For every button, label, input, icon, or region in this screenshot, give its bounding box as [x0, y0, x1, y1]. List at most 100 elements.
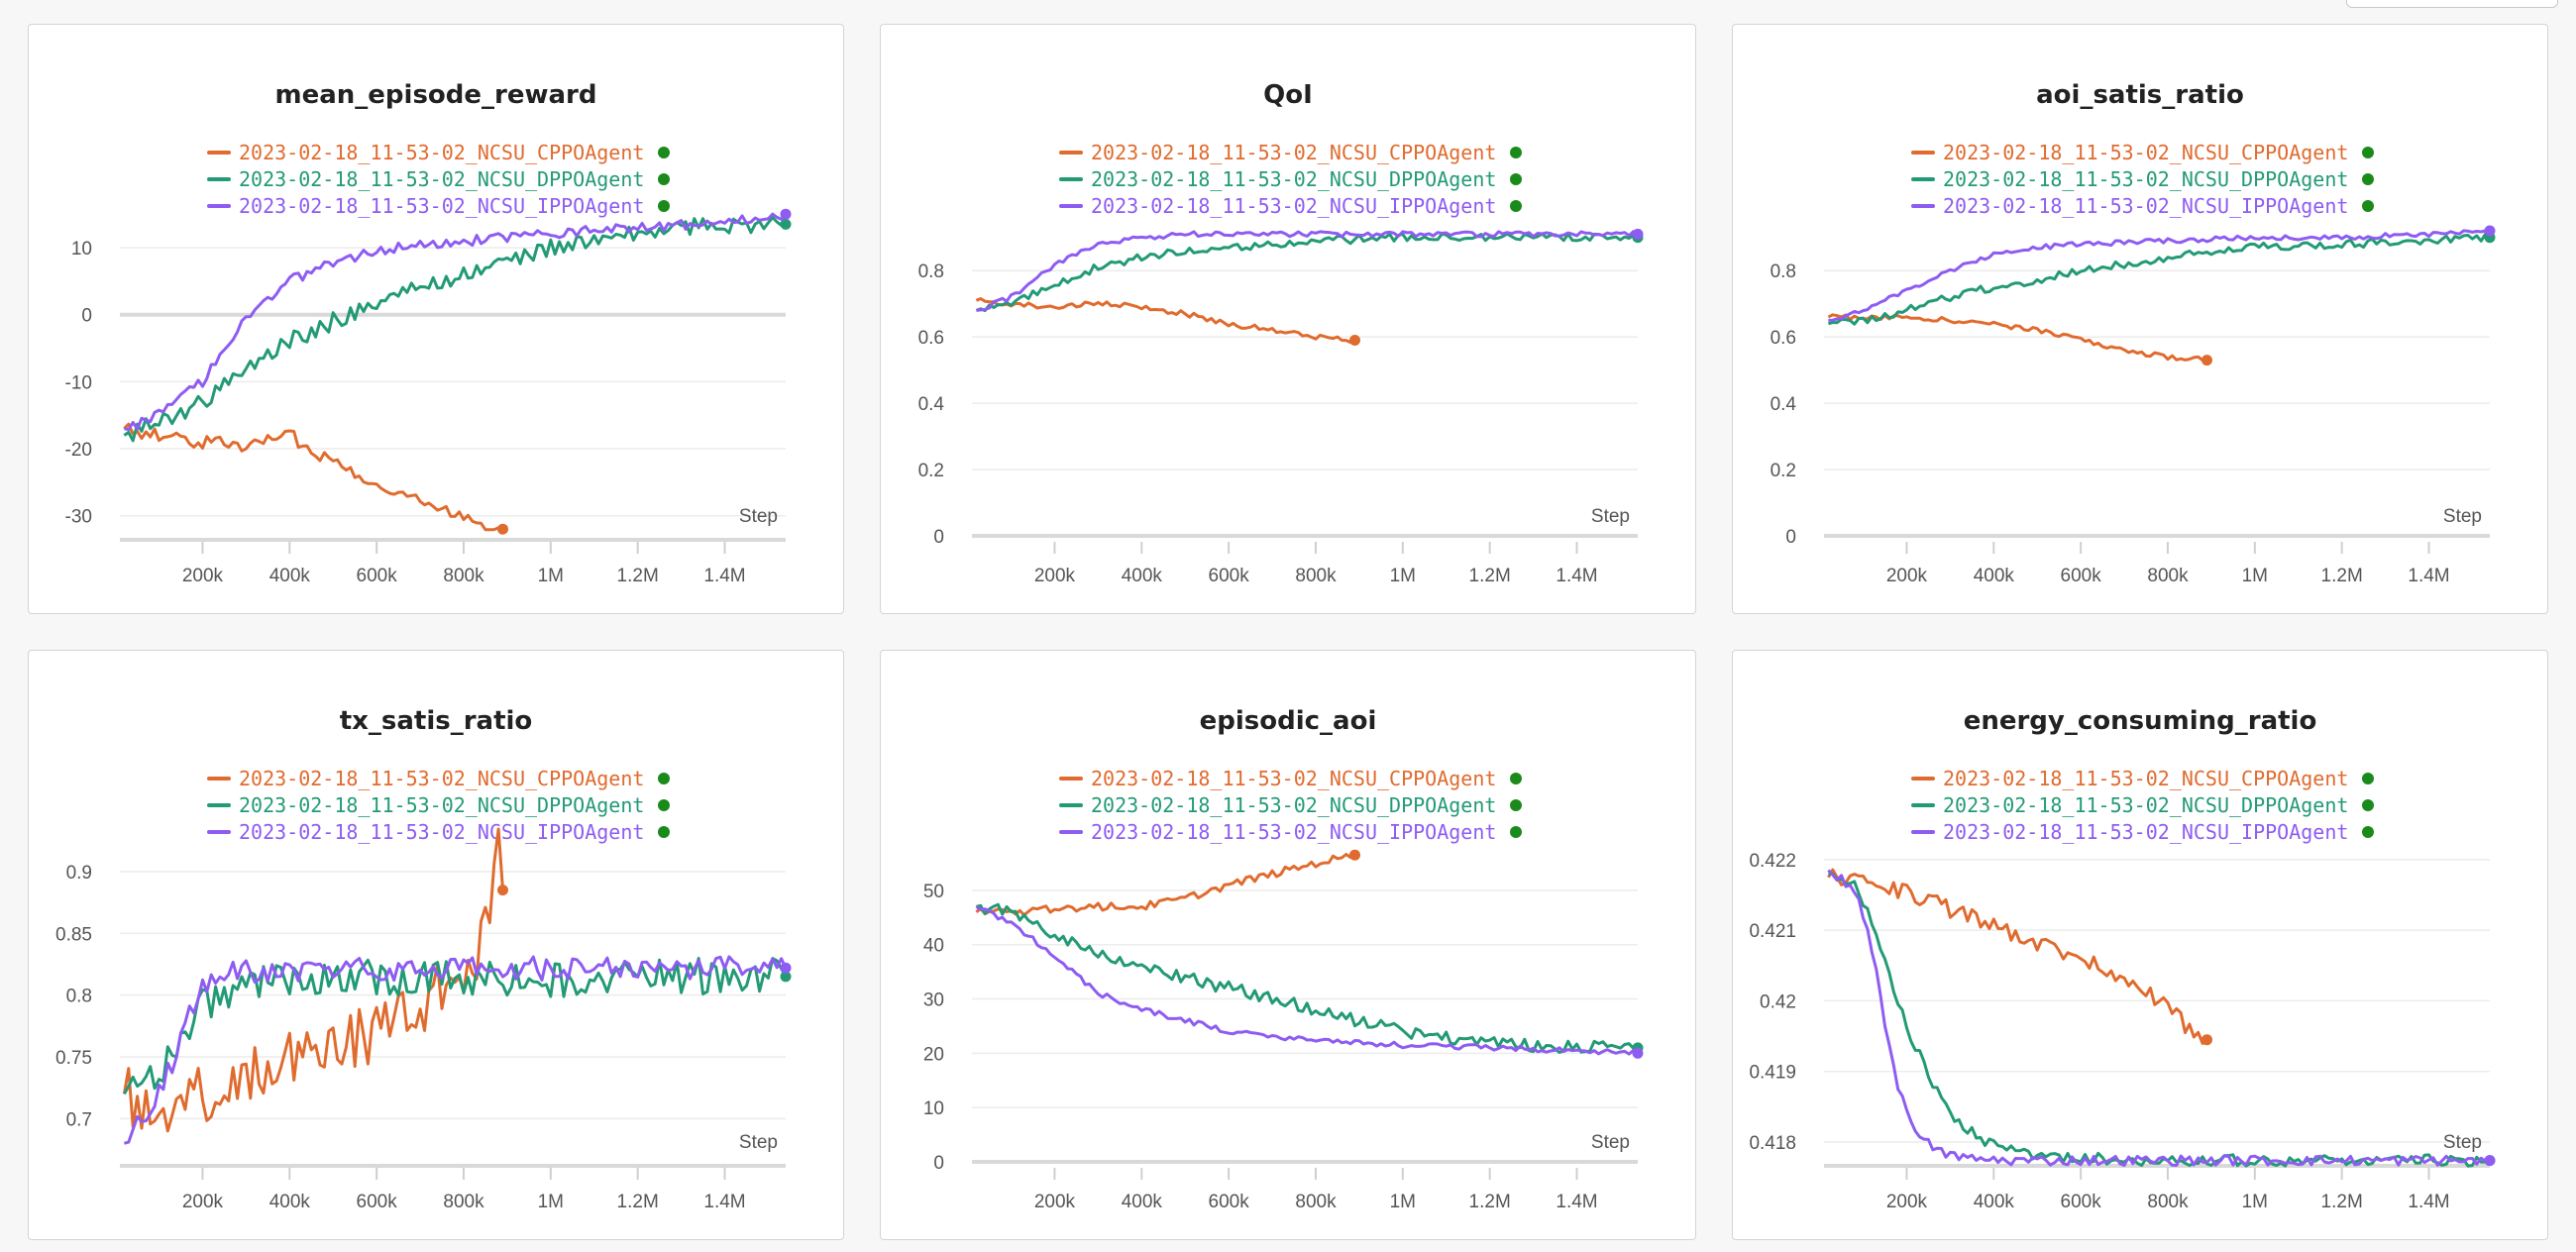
legend-item-cppo[interactable]: 2023-02-18_11-53-02_NCSU_CPPOAgent	[207, 140, 671, 165]
series-line-cppo[interactable]	[975, 853, 1356, 917]
legend-label: 2023-02-18_11-53-02_NCSU_DPPOAgent	[1091, 793, 1497, 817]
series-line-ippo[interactable]	[124, 212, 788, 432]
run-selector-dropdown[interactable]	[2346, 0, 2558, 8]
chart-plot-area: 0.7 0.75 0.8 0.85 0.9 200k 400k 600k 800k 1M 1.2M 1…	[55, 827, 792, 1212]
legend-label: 2023-02-18_11-53-02_NCSU_DPPOAgent	[1943, 793, 2349, 817]
legend-label: 2023-02-18_11-53-02_NCSU_IPPOAgent	[1943, 194, 2349, 218]
x-tick-label: 400k	[1122, 1192, 1163, 1212]
y-tick-label: 0.8	[918, 261, 944, 282]
legend-line-swatch	[207, 803, 231, 807]
series-line-cppo[interactable]	[975, 297, 1356, 345]
legend-item-dppo[interactable]: 2023-02-18_11-53-02_NCSU_DPPOAgent	[1059, 792, 1523, 818]
legend-item-ippo[interactable]: 2023-02-18_11-53-02_NCSU_IPPOAgent	[207, 819, 671, 845]
y-tick-label: 30	[923, 991, 944, 1011]
series-line-dppo[interactable]	[976, 902, 1639, 1054]
series-line-dppo[interactable]	[123, 957, 788, 1096]
legend-item-ippo[interactable]: 2023-02-18_11-53-02_NCSU_IPPOAgent	[1911, 193, 2375, 219]
legend-line-swatch	[1911, 151, 1935, 155]
series-endpoint-ippo	[780, 208, 792, 220]
series-line-dppo[interactable]	[975, 232, 1639, 313]
x-tick-label: 800k	[2147, 1192, 2189, 1212]
x-tick-label: 600k	[357, 566, 398, 586]
legend-line-swatch	[1059, 204, 1083, 208]
legend-label: 2023-02-18_11-53-02_NCSU_DPPOAgent	[239, 793, 645, 817]
chart-panel-mean-episode-reward[interactable]: mean_episode_reward 2023-02-18_11-53-02_N…	[28, 24, 844, 614]
legend-label: 2023-02-18_11-53-02_NCSU_IPPOAgent	[1091, 194, 1497, 218]
legend-item-dppo[interactable]: 2023-02-18_11-53-02_NCSU_DPPOAgent	[1911, 166, 2375, 192]
y-tick-label: 10	[923, 1098, 944, 1119]
chart-plot-area: -30 -20 -10 0 10 200k 400k 600k 800k 1M 1.2M 1.4M St…	[65, 208, 792, 586]
series-endpoint-ippo	[2484, 225, 2496, 237]
series-endpoint-dppo	[780, 971, 792, 983]
x-tick-label: 1M	[2242, 1192, 2268, 1212]
legend-label: 2023-02-18_11-53-02_NCSU_IPPOAgent	[239, 820, 645, 844]
x-tick-label: 800k	[443, 566, 484, 586]
x-tick-label: 1M	[2242, 566, 2268, 586]
chart-panel-aoi-satis-ratio[interactable]: aoi_satis_ratio 2023-02-18_11-53-02_NCSU_…	[1732, 24, 2548, 614]
series-line-ippo[interactable]	[976, 230, 1639, 312]
series-line-cppo[interactable]	[1827, 868, 2208, 1045]
x-tick-label: 1M	[538, 1192, 564, 1212]
legend-line-swatch	[1911, 777, 1935, 781]
legend-item-ippo[interactable]: 2023-02-18_11-53-02_NCSU_IPPOAgent	[1059, 819, 1523, 845]
legend-item-dppo[interactable]: 2023-02-18_11-53-02_NCSU_DPPOAgent	[1059, 166, 1523, 192]
series-endpoint-ippo	[1632, 1047, 1644, 1059]
legend-item-cppo[interactable]: 2023-02-18_11-53-02_NCSU_CPPOAgent	[1911, 766, 2375, 791]
series-line-ippo[interactable]	[975, 905, 1639, 1056]
series-endpoint-cppo	[2201, 355, 2212, 366]
x-tick-label: 400k	[1974, 1192, 2015, 1212]
legend-label: 2023-02-18_11-53-02_NCSU_CPPOAgent	[1091, 141, 1497, 164]
legend-item-cppo[interactable]: 2023-02-18_11-53-02_NCSU_CPPOAgent	[1911, 140, 2375, 165]
x-tick-label: 800k	[1295, 566, 1337, 586]
legend-item-ippo[interactable]: 2023-02-18_11-53-02_NCSU_IPPOAgent	[1059, 193, 1523, 219]
legend-item-dppo[interactable]: 2023-02-18_11-53-02_NCSU_DPPOAgent	[207, 792, 671, 818]
legend-label: 2023-02-18_11-53-02_NCSU_DPPOAgent	[1943, 167, 2349, 191]
series-line-dppo[interactable]	[1827, 232, 2491, 326]
y-tick-label: 0.419	[1749, 1063, 1796, 1084]
legend-item-ippo[interactable]: 2023-02-18_11-53-02_NCSU_IPPOAgent	[1911, 819, 2375, 845]
x-axis-label: Step	[739, 1132, 778, 1153]
legend-item-cppo[interactable]: 2023-02-18_11-53-02_NCSU_CPPOAgent	[1059, 140, 1523, 165]
x-axis-label: Step	[1591, 506, 1630, 527]
x-tick-label: 1M	[1390, 1192, 1416, 1212]
y-tick-label: -30	[65, 507, 92, 528]
series-line-ippo[interactable]	[124, 955, 788, 1145]
chart-panel-energy-consuming-ratio[interactable]: energy_consuming_ratio 2023-02-18_11-53-0…	[1732, 650, 2548, 1240]
legend-item-cppo[interactable]: 2023-02-18_11-53-02_NCSU_CPPOAgent	[207, 766, 671, 791]
chart-panel-episodic-aoi[interactable]: episodic_aoi 2023-02-18_11-53-02_NCSU_CPP…	[880, 650, 1696, 1240]
x-tick-label: 1.4M	[703, 1192, 745, 1212]
chart-panel-tx-satis-ratio[interactable]: tx_satis_ratio 2023-02-18_11-53-02_NCSU_C…	[28, 650, 844, 1240]
series-endpoint-cppo	[1349, 335, 1360, 346]
x-tick-label: 1.2M	[617, 1192, 659, 1212]
series-line-ippo[interactable]	[1827, 869, 2491, 1167]
series-endpoint-ippo	[1632, 228, 1644, 240]
series-line-cppo[interactable]	[123, 422, 503, 532]
y-tick-label: 0.8	[1771, 261, 1796, 282]
legend-item-cppo[interactable]: 2023-02-18_11-53-02_NCSU_CPPOAgent	[1059, 766, 1523, 791]
legend-item-ippo[interactable]: 2023-02-18_11-53-02_NCSU_IPPOAgent	[207, 193, 671, 219]
series-line-dppo[interactable]	[1828, 872, 2491, 1168]
series-line-dppo[interactable]	[123, 216, 787, 443]
live-status-dot-icon	[1510, 147, 1523, 158]
chart-title: QoI	[1263, 80, 1313, 110]
y-tick-label: 0.2	[1771, 461, 1796, 481]
legend-line-swatch	[207, 204, 231, 208]
series-line-cppo[interactable]	[122, 827, 504, 1133]
x-tick-label: 200k	[1034, 566, 1076, 586]
legend-line-swatch	[1059, 177, 1083, 181]
legend-line-swatch	[1911, 204, 1935, 208]
y-tick-label: 0.4	[918, 394, 945, 415]
legend-item-dppo[interactable]: 2023-02-18_11-53-02_NCSU_DPPOAgent	[207, 166, 671, 192]
chart-title: tx_satis_ratio	[339, 706, 533, 736]
series-line-ippo[interactable]	[1828, 229, 2490, 322]
chart-panel-qoi[interactable]: QoI 2023-02-18_11-53-02_NCSU_CPPOAgent 202…	[880, 24, 1696, 614]
live-status-dot-icon	[658, 826, 671, 838]
legend-item-dppo[interactable]: 2023-02-18_11-53-02_NCSU_DPPOAgent	[1911, 792, 2375, 818]
y-tick-label: -20	[65, 440, 92, 461]
x-tick-label: 1.2M	[1469, 1192, 1511, 1212]
x-tick-label: 200k	[182, 566, 224, 586]
live-status-dot-icon	[2362, 173, 2375, 185]
x-tick-label: 1.4M	[703, 566, 745, 586]
legend-line-swatch	[1911, 830, 1935, 834]
live-status-dot-icon	[2362, 147, 2375, 158]
